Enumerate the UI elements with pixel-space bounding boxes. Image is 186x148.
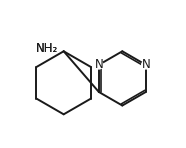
Text: N: N [141, 58, 150, 71]
Text: N: N [94, 58, 103, 71]
Text: NH₂: NH₂ [36, 42, 58, 55]
Text: NH₂: NH₂ [36, 42, 58, 55]
Circle shape [95, 61, 103, 69]
Circle shape [142, 61, 150, 69]
